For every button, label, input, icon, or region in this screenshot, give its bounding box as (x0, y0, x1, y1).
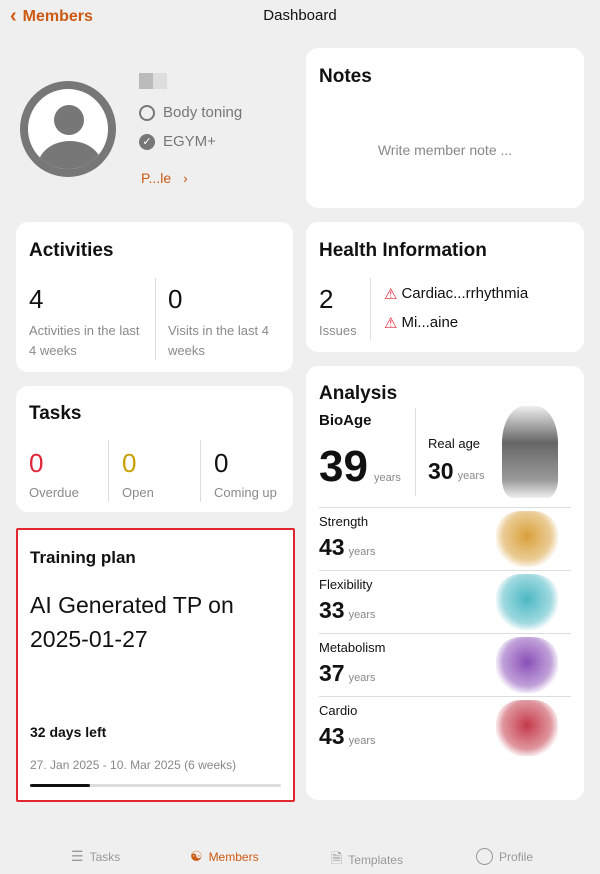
muscle-image (496, 574, 558, 630)
date-range: 27. Jan 2025 - 10. Mar 2025 (6 weeks) (30, 758, 237, 772)
activities-count: 4 (29, 284, 44, 314)
analysis-row-flexibility[interactable]: Flexibility 33 years (306, 570, 584, 632)
progress-fill (30, 784, 91, 787)
goal: Body toning (139, 104, 242, 121)
chevron-left-icon: ‹ (10, 5, 17, 27)
row-value: 37 years (319, 660, 376, 687)
warning-icon: ⚠ (384, 315, 398, 332)
tasks-card[interactable]: Tasks 0 Overdue 0 Open 0 Coming up (16, 386, 293, 512)
row-label: Cardio (319, 703, 358, 718)
membership: ✓ EGYM+ (139, 133, 216, 150)
chevron-right-icon: › (183, 170, 188, 186)
notes-title: Notes (319, 66, 372, 87)
issue-label: Mi...aine (401, 314, 459, 331)
progress-bar (30, 784, 281, 787)
row-value: 43 years (319, 723, 376, 750)
nav-members[interactable]: ☯ Members (190, 848, 259, 865)
nav-templates[interactable]: 🗎 Templates (331, 848, 403, 872)
years-unit: years (348, 735, 376, 747)
analysis-card[interactable]: Analysis BioAge 39 years Real age 30 years… (306, 366, 584, 800)
realage-number: 30 (428, 458, 454, 484)
activities-card[interactable]: Activities 4 Activities in the last 4 we… (16, 222, 293, 372)
issues-count: 2 (319, 284, 334, 314)
page-title: Dashboard (263, 7, 337, 24)
issue-item: ⚠ Mi...aine (384, 314, 458, 332)
issues-label: Issues (319, 323, 357, 338)
issue-item: ⚠ Cardiac...rrhythmia (384, 285, 528, 303)
row-value: 43 years (319, 534, 376, 561)
member-name-blurred (139, 73, 167, 89)
row-label: Flexibility (319, 577, 373, 592)
check-circle-icon: ✓ (139, 133, 155, 150)
analysis-row-strength[interactable]: Strength 43 years (306, 507, 584, 569)
membership-label: EGYM+ (163, 133, 216, 150)
overdue-count: 0 (29, 448, 44, 478)
health-title: Health Information (319, 240, 487, 261)
muscle-image (496, 637, 558, 693)
analysis-row-cardio[interactable]: Cardio 43 years (306, 696, 584, 758)
training-plan-card[interactable]: Training plan AI Generated TP on 2025-01… (16, 528, 295, 802)
bioage-label: BioAge (319, 412, 372, 429)
coming-label: Coming up (214, 485, 277, 500)
years-unit: years (348, 672, 376, 684)
training-plan-name: AI Generated TP on 2025-01-27 (30, 592, 234, 652)
members-icon: ☯ (190, 848, 203, 864)
profile-link-label: P...le (141, 170, 172, 186)
profile-icon (476, 848, 493, 865)
years-unit: years (457, 470, 485, 482)
years-unit: years (348, 609, 376, 621)
target-icon (139, 104, 155, 121)
health-card[interactable]: Health Information 2 Issues ⚠ Cardiac...r… (306, 222, 584, 352)
avatar (20, 81, 116, 177)
template-icon: 🗎 (331, 850, 343, 866)
body-image (502, 406, 558, 498)
training-title: Training plan (30, 548, 136, 567)
row-number: 33 (319, 597, 345, 623)
nav-tasks[interactable]: ☰ Tasks (71, 848, 120, 865)
overdue-label: Overdue (29, 485, 79, 500)
row-number: 37 (319, 660, 345, 686)
nav-label: Tasks (89, 849, 121, 864)
years-unit: years (373, 472, 401, 484)
row-number: 43 (319, 534, 345, 560)
muscle-image (496, 700, 558, 756)
back-label: Members (22, 7, 93, 25)
open-count: 0 (122, 448, 137, 478)
activities-title: Activities (29, 240, 114, 261)
notes-input[interactable]: Write member note ... (377, 142, 513, 158)
analysis-row-metabolism[interactable]: Metabolism 37 years (306, 633, 584, 695)
row-number: 43 (319, 723, 345, 749)
row-label: Strength (319, 514, 369, 529)
visits-count: 0 (168, 284, 183, 314)
days-left: 32 days left (30, 724, 107, 740)
bioage-number: 39 (319, 442, 368, 491)
issue-label: Cardiac...rrhythmia (401, 285, 529, 302)
realage-value: 30 years (428, 458, 485, 485)
coming-count: 0 (214, 448, 229, 478)
analysis-title: Analysis (319, 383, 398, 404)
warning-icon: ⚠ (384, 286, 398, 303)
activities-count-label: Activities in the last 4 weeks (29, 323, 140, 358)
row-label: Metabolism (319, 640, 386, 655)
bioage-value: 39 years (319, 442, 401, 492)
realage-label: Real age (428, 436, 481, 451)
muscle-image (496, 511, 558, 567)
profile-link[interactable]: P...le › (141, 170, 188, 186)
notes-card[interactable]: Notes Write member note ... (306, 48, 584, 208)
row-value: 33 years (319, 597, 376, 624)
years-unit: years (348, 546, 376, 558)
goal-label: Body toning (163, 104, 243, 121)
nav-label: Templates (348, 853, 403, 867)
nav-label: Members (208, 849, 259, 864)
tasks-title: Tasks (29, 403, 82, 424)
back-button[interactable]: ‹ Members (10, 5, 93, 28)
visits-count-label: Visits in the last 4 weeks (168, 323, 269, 358)
checklist-icon: ☰ (71, 848, 84, 864)
nav-label: Profile (499, 849, 534, 864)
nav-profile[interactable]: Profile (476, 848, 533, 865)
open-label: Open (122, 485, 154, 500)
